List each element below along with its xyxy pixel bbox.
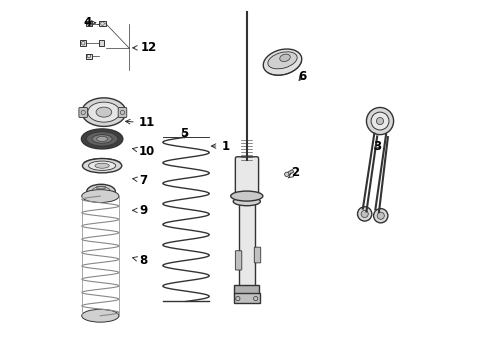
Ellipse shape xyxy=(231,191,263,201)
Ellipse shape xyxy=(82,190,119,203)
Ellipse shape xyxy=(268,52,297,69)
Ellipse shape xyxy=(280,54,290,62)
Bar xyxy=(234,285,259,294)
Ellipse shape xyxy=(238,193,256,199)
Text: 1: 1 xyxy=(211,140,229,153)
Ellipse shape xyxy=(82,98,126,126)
Circle shape xyxy=(361,210,368,217)
Bar xyxy=(98,40,103,46)
Circle shape xyxy=(367,108,393,135)
Text: 11: 11 xyxy=(125,116,155,129)
Bar xyxy=(239,198,255,294)
Circle shape xyxy=(285,172,289,176)
Bar xyxy=(86,21,92,26)
Text: 6: 6 xyxy=(298,70,306,83)
Bar xyxy=(234,293,260,303)
Text: 5: 5 xyxy=(180,127,188,140)
Ellipse shape xyxy=(92,135,112,143)
Circle shape xyxy=(376,117,384,125)
Ellipse shape xyxy=(95,163,109,168)
Ellipse shape xyxy=(82,158,122,173)
Text: 10: 10 xyxy=(133,145,155,158)
Ellipse shape xyxy=(233,197,260,206)
Bar xyxy=(86,54,92,59)
Bar xyxy=(99,21,106,26)
Text: 4: 4 xyxy=(84,16,96,29)
Ellipse shape xyxy=(89,161,116,170)
Ellipse shape xyxy=(97,136,107,141)
Text: 12: 12 xyxy=(133,41,157,54)
Ellipse shape xyxy=(82,309,119,322)
FancyBboxPatch shape xyxy=(254,247,261,263)
Circle shape xyxy=(358,207,372,221)
Text: 3: 3 xyxy=(373,140,381,153)
Bar xyxy=(80,40,86,46)
Circle shape xyxy=(371,112,389,130)
Ellipse shape xyxy=(88,102,120,122)
Ellipse shape xyxy=(96,107,112,117)
Ellipse shape xyxy=(87,184,115,199)
FancyBboxPatch shape xyxy=(118,108,127,117)
Circle shape xyxy=(377,212,384,219)
Circle shape xyxy=(373,208,388,223)
Text: 2: 2 xyxy=(288,166,299,179)
FancyBboxPatch shape xyxy=(79,108,88,117)
Ellipse shape xyxy=(263,49,302,75)
Bar xyxy=(285,170,294,176)
Text: 7: 7 xyxy=(133,174,147,186)
Ellipse shape xyxy=(81,129,123,149)
FancyBboxPatch shape xyxy=(235,251,242,270)
Text: 9: 9 xyxy=(133,204,147,217)
FancyBboxPatch shape xyxy=(235,157,259,203)
Text: 8: 8 xyxy=(133,254,147,267)
Ellipse shape xyxy=(92,187,110,196)
Ellipse shape xyxy=(86,132,118,146)
